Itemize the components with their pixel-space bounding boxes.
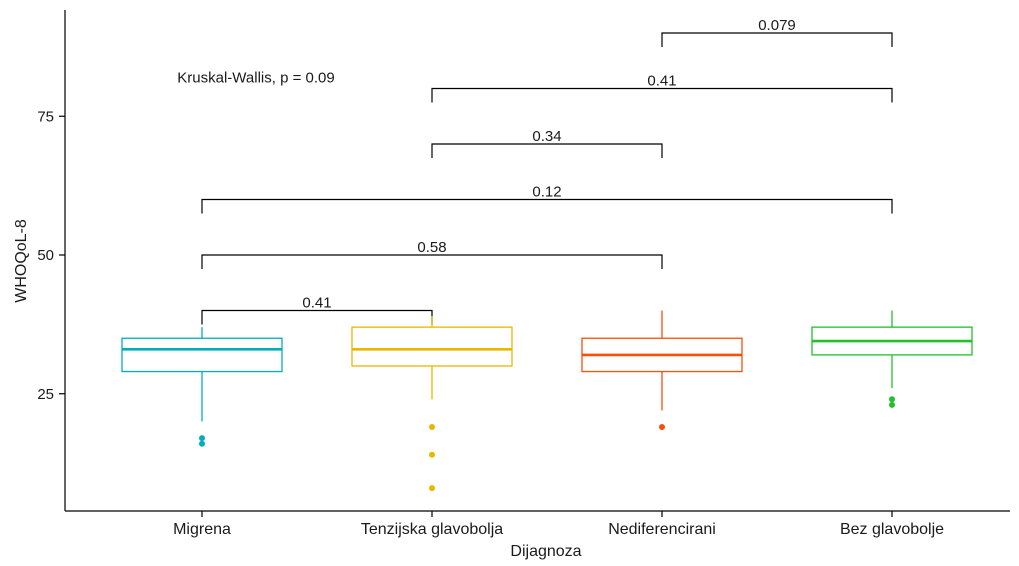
- bracket-line: [431, 143, 663, 158]
- x-axis-label: Dijagnoza: [510, 543, 581, 560]
- comparison-bracket: 0.41: [201, 295, 433, 325]
- y-tick-label: 75: [37, 108, 54, 125]
- comparison-bracket: 0.12: [201, 184, 893, 214]
- p-value-label: 0.41: [302, 295, 331, 312]
- y-tick-label: 25: [37, 386, 54, 403]
- bracket-line: [431, 87, 893, 103]
- outlier-point: [429, 451, 435, 458]
- axes: [64, 10, 1010, 512]
- x-tick-label: Tenzijska glavobolja: [361, 521, 503, 538]
- box-body: [121, 337, 283, 373]
- bracket-line: [201, 309, 433, 325]
- p-value-label: 0.12: [532, 184, 561, 201]
- tick-group: 25 50 75 Migrena Tenzijska glavobolja Nedifer…: [37, 108, 944, 538]
- outlier-point: [199, 440, 205, 447]
- box-2: [581, 310, 743, 431]
- comparison-brackets: 0.41 0.58 0.12 0.34 0.41 0.079: [201, 17, 893, 325]
- comparison-bracket: 0.41: [431, 73, 893, 103]
- bracket-line: [201, 254, 663, 269]
- comparison-bracket: 0.34: [431, 128, 663, 158]
- outlier-point: [199, 435, 205, 442]
- x-tick-label: Nediferencirani: [608, 521, 716, 538]
- box-0: [121, 327, 283, 447]
- comparison-bracket: 0.58: [201, 239, 663, 269]
- outlier-point: [889, 396, 895, 403]
- outlier-point: [659, 424, 665, 431]
- p-value-label: 0.41: [647, 73, 676, 90]
- kruskal-wallis-annotation: Kruskal-Wallis, p = 0.09: [177, 69, 334, 86]
- box-3: [811, 310, 973, 408]
- comparison-bracket: 0.079: [661, 17, 893, 47]
- y-tick-label: 50: [37, 247, 54, 264]
- x-tick-label: Bez glavobolje: [840, 521, 944, 538]
- outlier-point: [429, 485, 435, 492]
- bracket-line: [661, 32, 893, 47]
- p-value-label: 0.58: [417, 239, 446, 256]
- outlier-point: [429, 424, 435, 431]
- p-value-label: 0.34: [532, 128, 561, 145]
- y-axis-label: WHOQoL-8: [13, 219, 30, 303]
- boxes: [121, 310, 973, 492]
- x-tick-label: Migrena: [173, 521, 231, 538]
- p-value-label: 0.079: [758, 17, 796, 34]
- box-body: [351, 326, 513, 367]
- outlier-point: [889, 401, 895, 408]
- bracket-line: [201, 198, 893, 214]
- box-1: [351, 316, 513, 492]
